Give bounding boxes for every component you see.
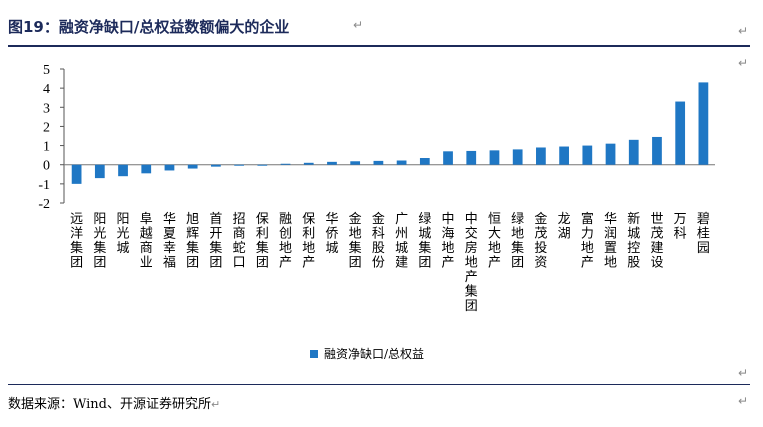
bar bbox=[419, 158, 430, 165]
x-tick-label: 中海地产 bbox=[442, 212, 455, 271]
bar bbox=[164, 164, 175, 171]
y-tick-label: 4 bbox=[43, 82, 50, 97]
x-tick-label: 碧桂园 bbox=[697, 212, 710, 256]
source-rule bbox=[8, 384, 750, 385]
x-tick-label: 绿城集团 bbox=[418, 212, 431, 271]
y-tick-label: 2 bbox=[43, 120, 50, 135]
x-tick-label: 阜越商业 bbox=[140, 211, 153, 271]
x-tick-label: 新城控股 bbox=[627, 211, 640, 271]
bar bbox=[350, 161, 361, 165]
bar bbox=[675, 101, 686, 165]
title-rule bbox=[8, 45, 750, 47]
bar bbox=[628, 139, 639, 165]
legend-label: 融资净缺口/总权益 bbox=[324, 347, 425, 361]
bar bbox=[559, 146, 569, 165]
bar bbox=[652, 136, 662, 165]
x-tick-label: 中交房地产集团 bbox=[465, 212, 478, 314]
bar bbox=[234, 164, 244, 166]
figure-title: 图19：融资净缺口/总权益数额偏大的企业 bbox=[8, 18, 290, 36]
bar bbox=[211, 164, 221, 167]
bar bbox=[94, 164, 105, 179]
x-tick-label: 阳光城 bbox=[117, 212, 130, 256]
bar bbox=[141, 164, 152, 174]
x-tick-label: 华夏幸福 bbox=[163, 212, 176, 271]
x-tick-label: 融创地产 bbox=[279, 212, 292, 271]
x-tick-label: 旭辉集团 bbox=[186, 212, 199, 271]
bar bbox=[512, 149, 523, 165]
legend-swatch bbox=[310, 349, 318, 358]
bar bbox=[187, 164, 198, 169]
y-tick-label: 1 bbox=[43, 140, 50, 155]
source-note: 数据来源：Wind、开源证券研究所↵ bbox=[8, 393, 220, 412]
y-tick-label: 3 bbox=[43, 101, 50, 116]
paragraph-mark: ↵ bbox=[738, 24, 749, 38]
bar bbox=[303, 162, 314, 165]
bar bbox=[698, 82, 709, 165]
x-tick-label: 世茂建设 bbox=[650, 212, 663, 271]
bar bbox=[466, 150, 477, 165]
bar bbox=[489, 150, 500, 165]
paragraph-mark: ↵ bbox=[738, 366, 749, 380]
bar bbox=[71, 164, 82, 184]
paragraph-mark: ↵ bbox=[353, 18, 364, 32]
bar bbox=[257, 164, 268, 166]
bar bbox=[582, 145, 593, 165]
x-tick-label: 首开集团 bbox=[209, 212, 222, 271]
source-text: 数据来源：Wind、开源证券研究所 bbox=[8, 397, 211, 412]
y-tick-label: -1 bbox=[38, 178, 50, 193]
bar bbox=[373, 160, 384, 165]
x-tick-label: 华侨城 bbox=[325, 212, 338, 256]
y-tick-label: -2 bbox=[38, 197, 50, 212]
x-tick-label: 保利集团 bbox=[256, 212, 269, 271]
x-tick-label: 广州城建 bbox=[395, 212, 408, 271]
bar bbox=[536, 147, 546, 165]
x-tick-label: 远洋集团 bbox=[70, 212, 83, 271]
paragraph-mark: ↵ bbox=[738, 56, 749, 70]
x-tick-label: 金科股份 bbox=[372, 211, 385, 271]
x-tick-label: 万科 bbox=[674, 212, 687, 242]
y-tick-label: 0 bbox=[43, 159, 50, 174]
x-tick-label: 阳光集团 bbox=[93, 212, 106, 271]
x-tick-label: 绿地集团 bbox=[511, 212, 524, 271]
bar bbox=[605, 143, 616, 165]
bar bbox=[443, 151, 453, 165]
x-tick-label: 金地集团 bbox=[349, 211, 362, 271]
bar bbox=[280, 163, 291, 165]
x-tick-label: 金茂投资 bbox=[534, 211, 547, 271]
bar bbox=[396, 160, 407, 165]
y-tick-label: 5 bbox=[43, 63, 50, 78]
paragraph-mark: ↵ bbox=[738, 394, 749, 408]
x-tick-label: 招商蛇口 bbox=[233, 212, 246, 271]
legend: 融资净缺口/总权益 bbox=[310, 345, 424, 362]
x-tick-label: 华润置地 bbox=[604, 212, 617, 271]
bar bbox=[118, 164, 128, 177]
paragraph-mark: ↵ bbox=[211, 398, 221, 411]
x-tick-label: 保利地产 bbox=[302, 212, 315, 271]
x-tick-label: 富力地产 bbox=[581, 211, 594, 271]
bar bbox=[327, 161, 337, 165]
x-tick-label: 龙湖 bbox=[558, 212, 571, 242]
x-tick-label: 恒大地产 bbox=[488, 212, 501, 271]
